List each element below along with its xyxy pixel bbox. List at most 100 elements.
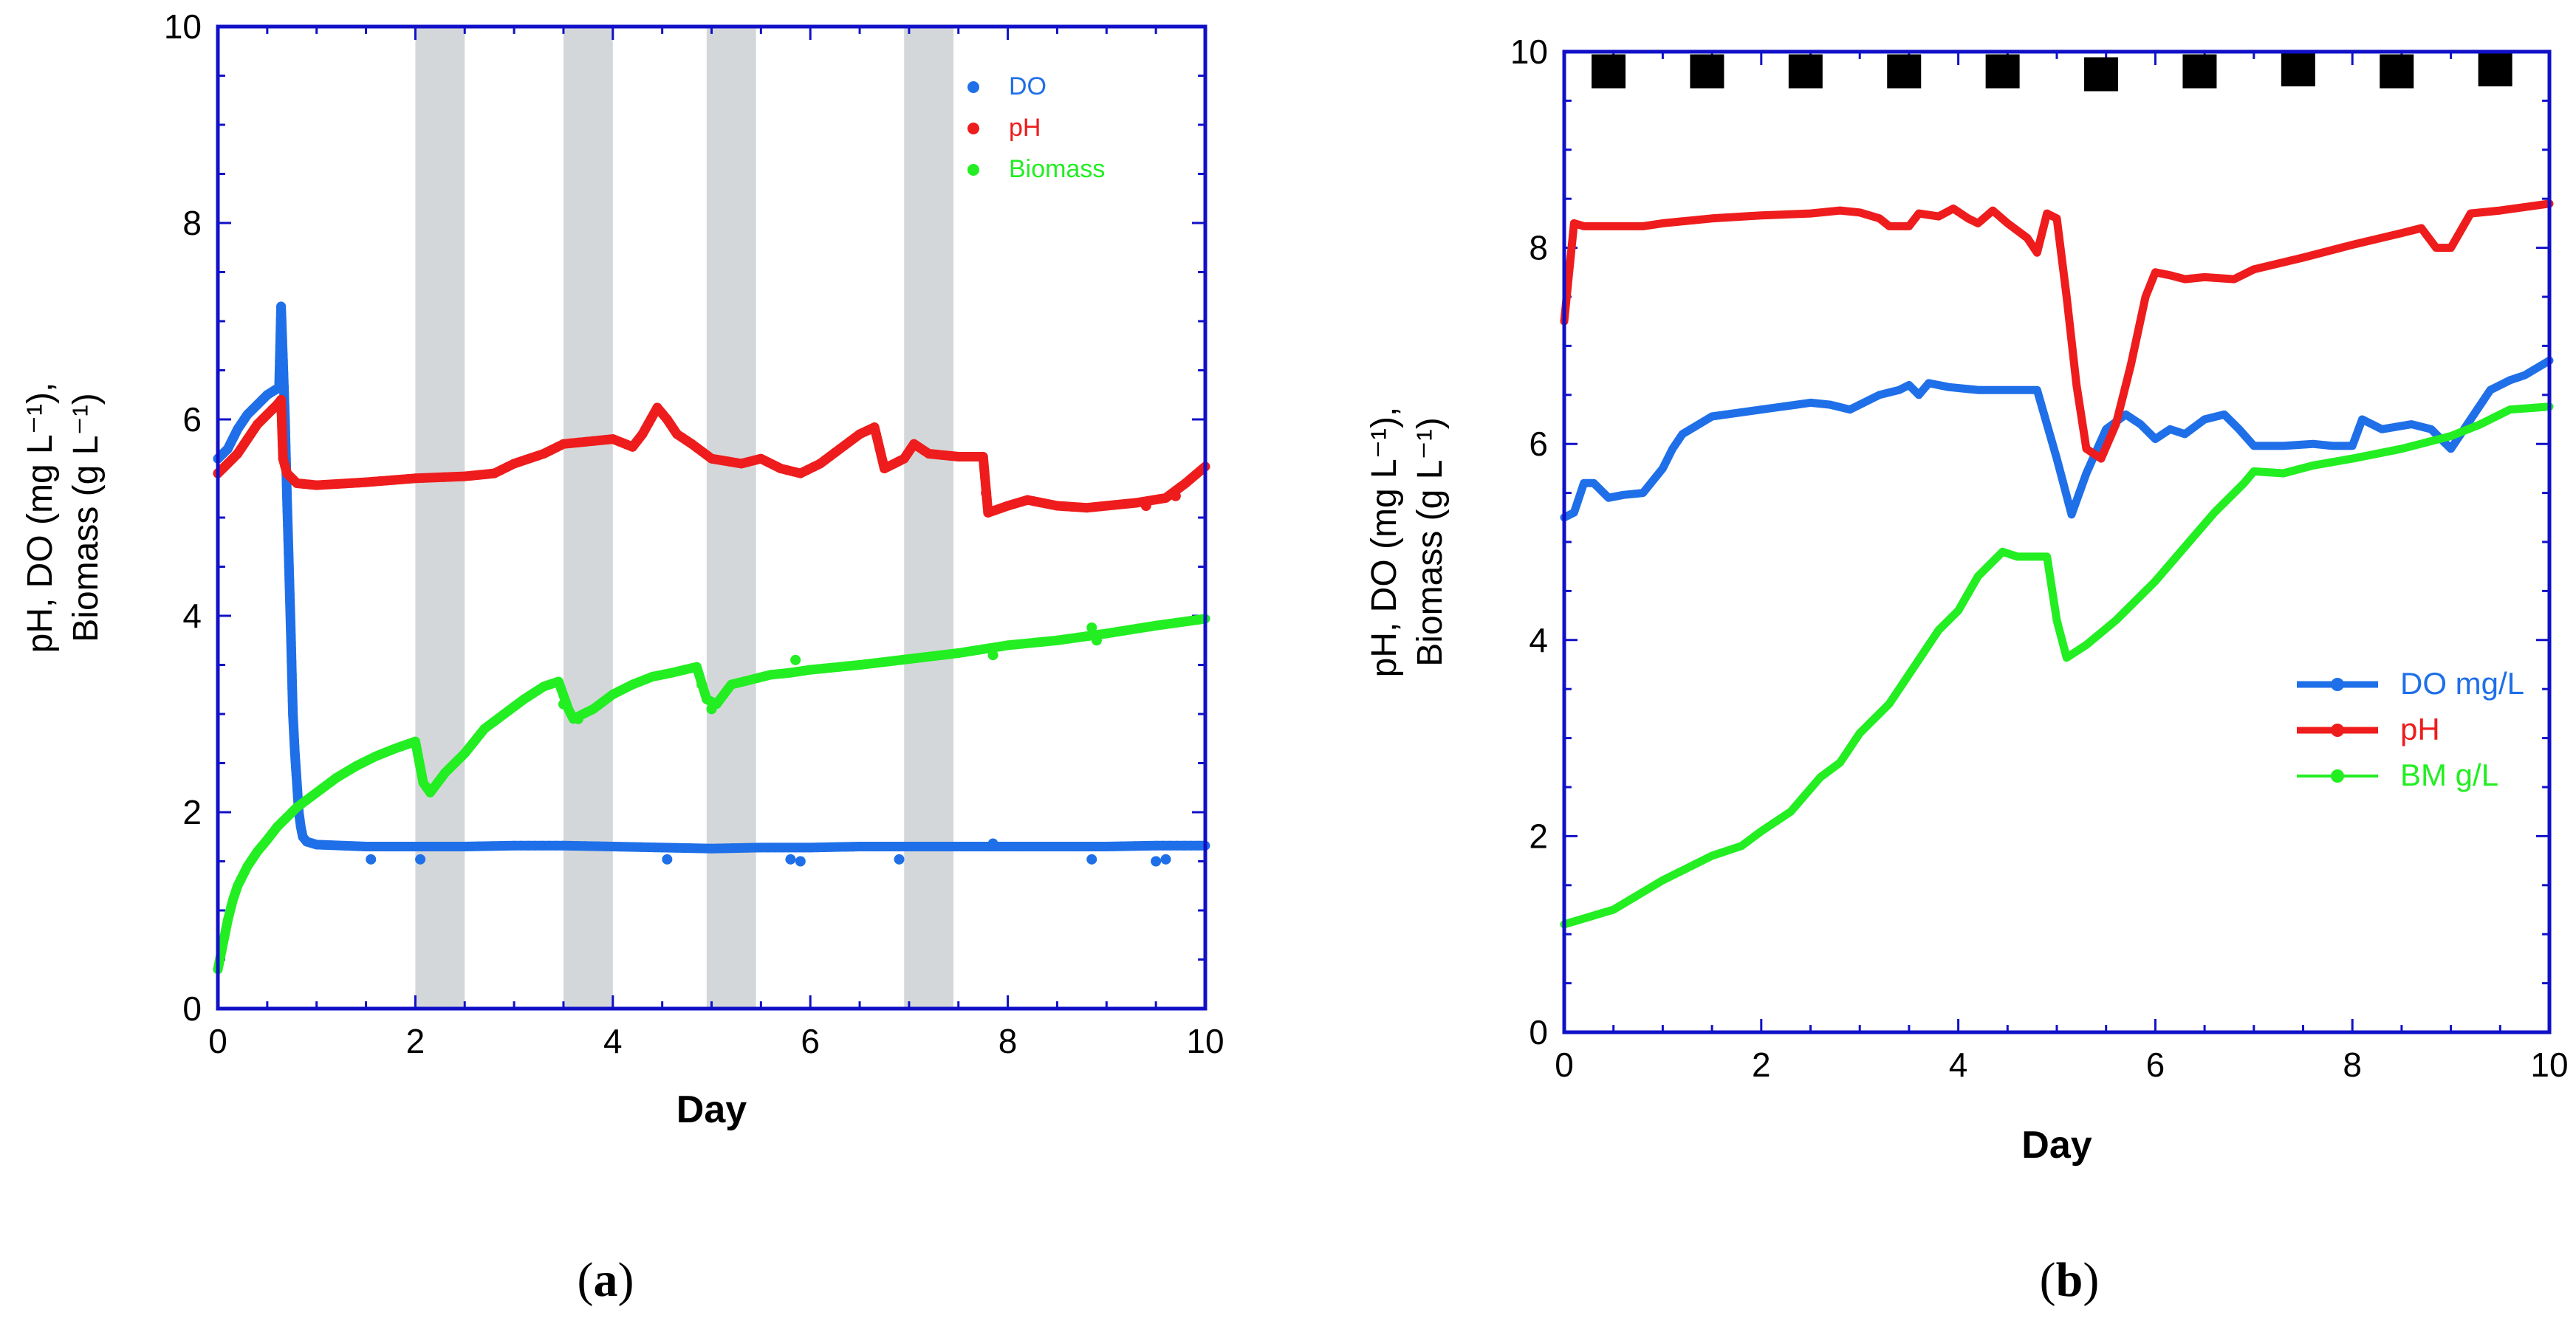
series-biomass-point	[1038, 636, 1048, 647]
series-do-point	[285, 596, 295, 606]
series-ph-point	[924, 449, 934, 459]
series-biomass-point	[1080, 631, 1091, 642]
series-biomass-point	[883, 656, 893, 667]
shaded-interval	[706, 27, 756, 1009]
series-ph-point	[1059, 501, 1069, 512]
square-marker	[1690, 54, 1724, 89]
x-tick-label: 6	[2146, 1046, 2165, 1084]
series-do-point	[366, 854, 377, 865]
series-biomass-point	[911, 653, 921, 663]
series-do-point	[291, 770, 301, 780]
series-biomass-point	[1158, 619, 1168, 630]
series-do-point	[770, 842, 780, 853]
series-biomass-point	[904, 654, 914, 665]
legend-marker	[2331, 724, 2344, 737]
series-ph-point	[979, 465, 990, 476]
y-tick-label: 6	[182, 400, 202, 439]
series-do-point	[530, 840, 541, 851]
series-biomass-point	[790, 654, 801, 665]
x-tick-label: 0	[208, 1022, 227, 1060]
series-biomass-point	[840, 661, 851, 671]
series-biomass-point	[987, 650, 998, 661]
panel-label-close: )	[618, 1253, 634, 1307]
series-do-point	[727, 843, 738, 854]
series-do-point	[580, 841, 590, 851]
series-do-point	[1186, 840, 1196, 851]
y-tick-labels: 0 2 4 6 8 10	[164, 7, 202, 1028]
series-do-point	[594, 841, 604, 851]
y-tick-label: 10	[1510, 32, 1548, 71]
series-biomass-point	[946, 649, 956, 659]
series-biomass-point	[573, 713, 584, 724]
series-do-point	[439, 842, 449, 852]
x-tick-label: 6	[801, 1022, 820, 1060]
series-ph-point	[410, 473, 420, 484]
legend-label: Biomass	[1009, 155, 1105, 183]
series-do-point	[278, 342, 288, 352]
series-ph-point	[982, 501, 993, 511]
series-do-point	[502, 840, 513, 851]
series-do-point	[354, 841, 364, 851]
series-do-point	[523, 840, 533, 851]
series-do-point	[276, 301, 287, 312]
series-biomass-point	[869, 658, 879, 668]
series-ph-point	[453, 472, 463, 482]
plot-frame	[216, 24, 1208, 1011]
series-ph-point	[566, 438, 576, 448]
series-ph-point	[375, 476, 386, 487]
series-do-point	[284, 555, 294, 565]
series-ph-point	[474, 470, 484, 480]
series-do-point	[608, 842, 618, 852]
series-do-point	[415, 854, 426, 865]
series-do-point	[678, 842, 688, 853]
series-do-point	[862, 842, 872, 852]
series-biomass-point	[1193, 614, 1203, 625]
square-marker	[2182, 54, 2217, 89]
y-tick-label: 4	[182, 597, 202, 635]
series-do-point	[1158, 840, 1168, 851]
series-do-point	[425, 842, 434, 852]
series-biomass-point	[538, 682, 549, 692]
series-do-point	[1144, 840, 1154, 851]
x-tick-label: 4	[1949, 1046, 1968, 1084]
square-marker	[2084, 57, 2119, 92]
square-marker	[1788, 54, 1823, 89]
series-do-point	[1172, 840, 1182, 851]
series-ph-point	[1116, 499, 1126, 509]
legend-label: BM g/L	[2400, 758, 2498, 792]
series-do-point	[285, 617, 295, 627]
series-do-point	[685, 843, 696, 854]
series-ph-point	[1075, 502, 1085, 512]
series-do-point	[368, 842, 378, 852]
series-do-point	[869, 842, 879, 852]
square-marker	[1985, 54, 2020, 89]
series-do-point	[286, 623, 296, 634]
series-biomass-point	[890, 656, 900, 666]
series-do-point	[292, 778, 302, 788]
series-do-point	[953, 842, 964, 852]
x-tick-label: 8	[998, 1022, 1018, 1060]
series-biomass-point	[833, 662, 843, 672]
series-ph-line	[1560, 199, 2554, 463]
series-do-point	[277, 321, 287, 332]
series-ph-point	[978, 452, 988, 462]
series-ph-point	[573, 437, 583, 447]
series-do-point	[285, 610, 295, 620]
series-do-point	[939, 842, 950, 852]
panel-label-letter: b	[2056, 1253, 2083, 1307]
series-ph-point	[580, 436, 591, 447]
series-do-point	[894, 854, 905, 865]
series-ph-point	[439, 472, 449, 482]
series-do-point	[283, 521, 293, 531]
series-do-point	[1151, 840, 1161, 851]
series-do-point	[876, 842, 886, 852]
series-biomass-point	[918, 652, 928, 662]
series-do-point	[285, 603, 295, 613]
series-do-point	[346, 841, 357, 851]
series-do-point	[614, 842, 625, 852]
series-ph-point	[403, 474, 414, 484]
series-biomass-point	[1024, 638, 1034, 648]
series-do-point	[1045, 842, 1055, 852]
series-ph-point	[862, 425, 872, 436]
series-do-point	[854, 842, 865, 852]
